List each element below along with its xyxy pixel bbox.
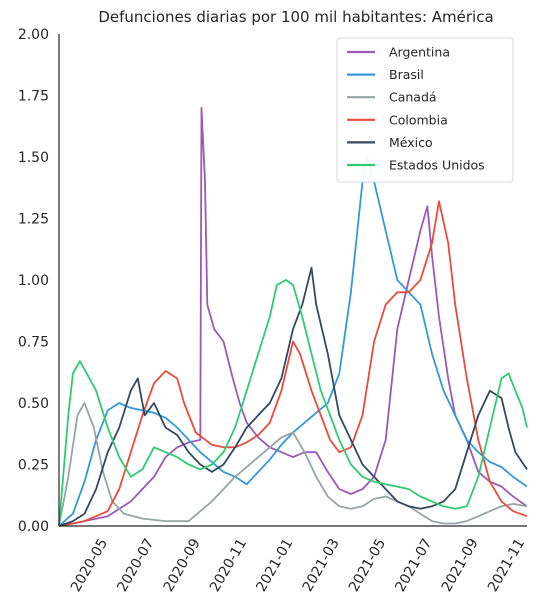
x-tick-label: 2020-05: [68, 536, 111, 595]
x-tick-label: 2021-07: [392, 536, 435, 595]
y-tick-label: 1.00: [18, 273, 49, 289]
legend-label-2: Canadá: [389, 90, 437, 105]
legend-label-0: Argentina: [389, 45, 450, 60]
y-tick-label: 1.75: [18, 89, 49, 105]
series-line-1: [58, 156, 528, 527]
y-axis: 0.00 0.25 0.50 0.75 1.00 1.25 1.50 1.75 2.00: [18, 27, 60, 535]
legend-box: [336, 37, 514, 183]
legend-label-5: Estados Unidos: [389, 158, 485, 173]
legend-label-4: México: [389, 135, 433, 150]
y-tick-label: 2.00: [18, 27, 49, 43]
series-line-2: [58, 402, 528, 527]
series-line-4: [58, 266, 528, 527]
y-tick-label: 0.75: [18, 335, 49, 351]
legend-label-3: Colombia: [389, 112, 448, 127]
y-tick-label: 0.25: [18, 458, 49, 474]
series-line-0: [58, 106, 528, 527]
series-line-5: [58, 279, 528, 527]
x-tick-label: 2020-09: [161, 536, 204, 595]
x-tick-label: 2021-05: [346, 536, 389, 595]
y-tick-label: 1.50: [18, 150, 49, 166]
series-line-3: [58, 200, 528, 527]
chart-title: Defunciones diarias por 100 mil habitant…: [98, 8, 493, 26]
x-tick-label: 2020-11: [207, 536, 250, 595]
x-tick-label: 2021-01: [253, 536, 296, 595]
x-axis: 2020-05 2020-07 2020-09 2020-11 2021-01 2021-…: [59, 525, 528, 595]
y-tick-label: 1.25: [18, 212, 49, 228]
y-tick-label: 0.50: [18, 396, 49, 412]
x-tick-label: 2021-03: [300, 536, 343, 595]
x-tick-label: 2021-11: [485, 536, 528, 595]
legend-label-1: Brasil: [389, 67, 424, 82]
x-tick-label: 2020-07: [114, 536, 157, 595]
x-tick-label: 2021-09: [439, 536, 482, 595]
series-layer: [58, 106, 528, 527]
legend: Argentina Brasil Canadá Colombia México Estad…: [336, 37, 514, 183]
y-tick-label: 0.00: [18, 519, 49, 535]
